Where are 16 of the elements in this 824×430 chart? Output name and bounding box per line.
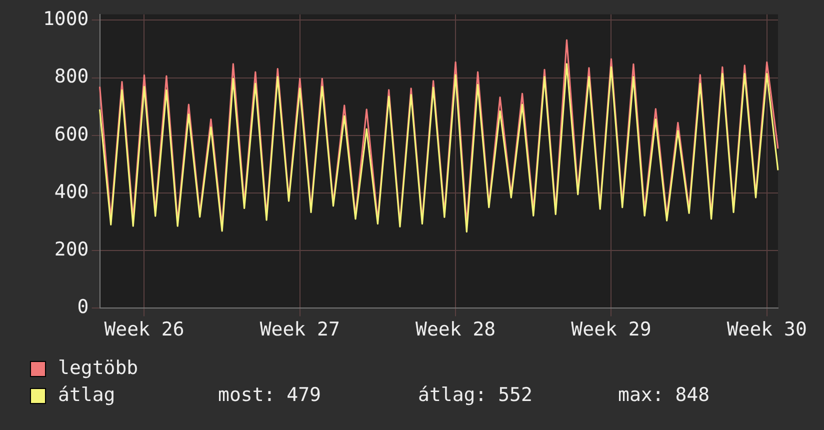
text: most: 479 <box>218 383 322 408</box>
x-tick-label: Week 29 <box>571 318 652 341</box>
x-tick-label: Week 27 <box>260 318 340 341</box>
y-tick-label: 0 <box>77 296 89 318</box>
text: átlag: 552 <box>418 383 534 408</box>
x-tick-label: Week 26 <box>104 318 184 341</box>
legend-label: átlag <box>58 383 116 408</box>
y-tick-label: 600 <box>54 123 89 146</box>
y-tick-label: 800 <box>54 66 89 88</box>
y-tick-label: 1000 <box>42 8 89 30</box>
legend-label: legtöbb <box>58 356 140 381</box>
x-tick-label: Week 30 <box>726 318 807 341</box>
text: max: 848 <box>618 383 711 408</box>
y-tick-label: 200 <box>54 238 89 261</box>
y-tick-label: 400 <box>54 180 89 203</box>
x-tick-label: Week 28 <box>416 318 496 341</box>
